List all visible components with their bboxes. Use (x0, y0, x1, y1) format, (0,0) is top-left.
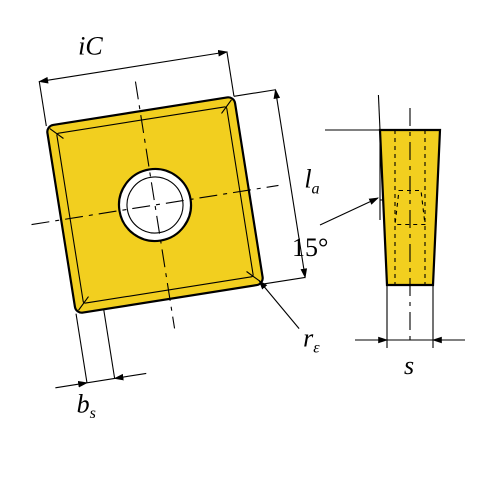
dim-re (259, 281, 299, 329)
label-angle: 15° (292, 233, 328, 262)
label-s: s (404, 351, 414, 380)
top-view (12, 62, 298, 348)
label-la: la (304, 165, 319, 198)
side-view (320, 95, 465, 348)
label-re: rε (303, 324, 320, 357)
label-bs: bs (77, 389, 96, 422)
dim-ic (39, 52, 227, 82)
dim-angle (320, 198, 378, 225)
dim-bs (115, 373, 147, 378)
label-ic: iC (78, 32, 103, 61)
